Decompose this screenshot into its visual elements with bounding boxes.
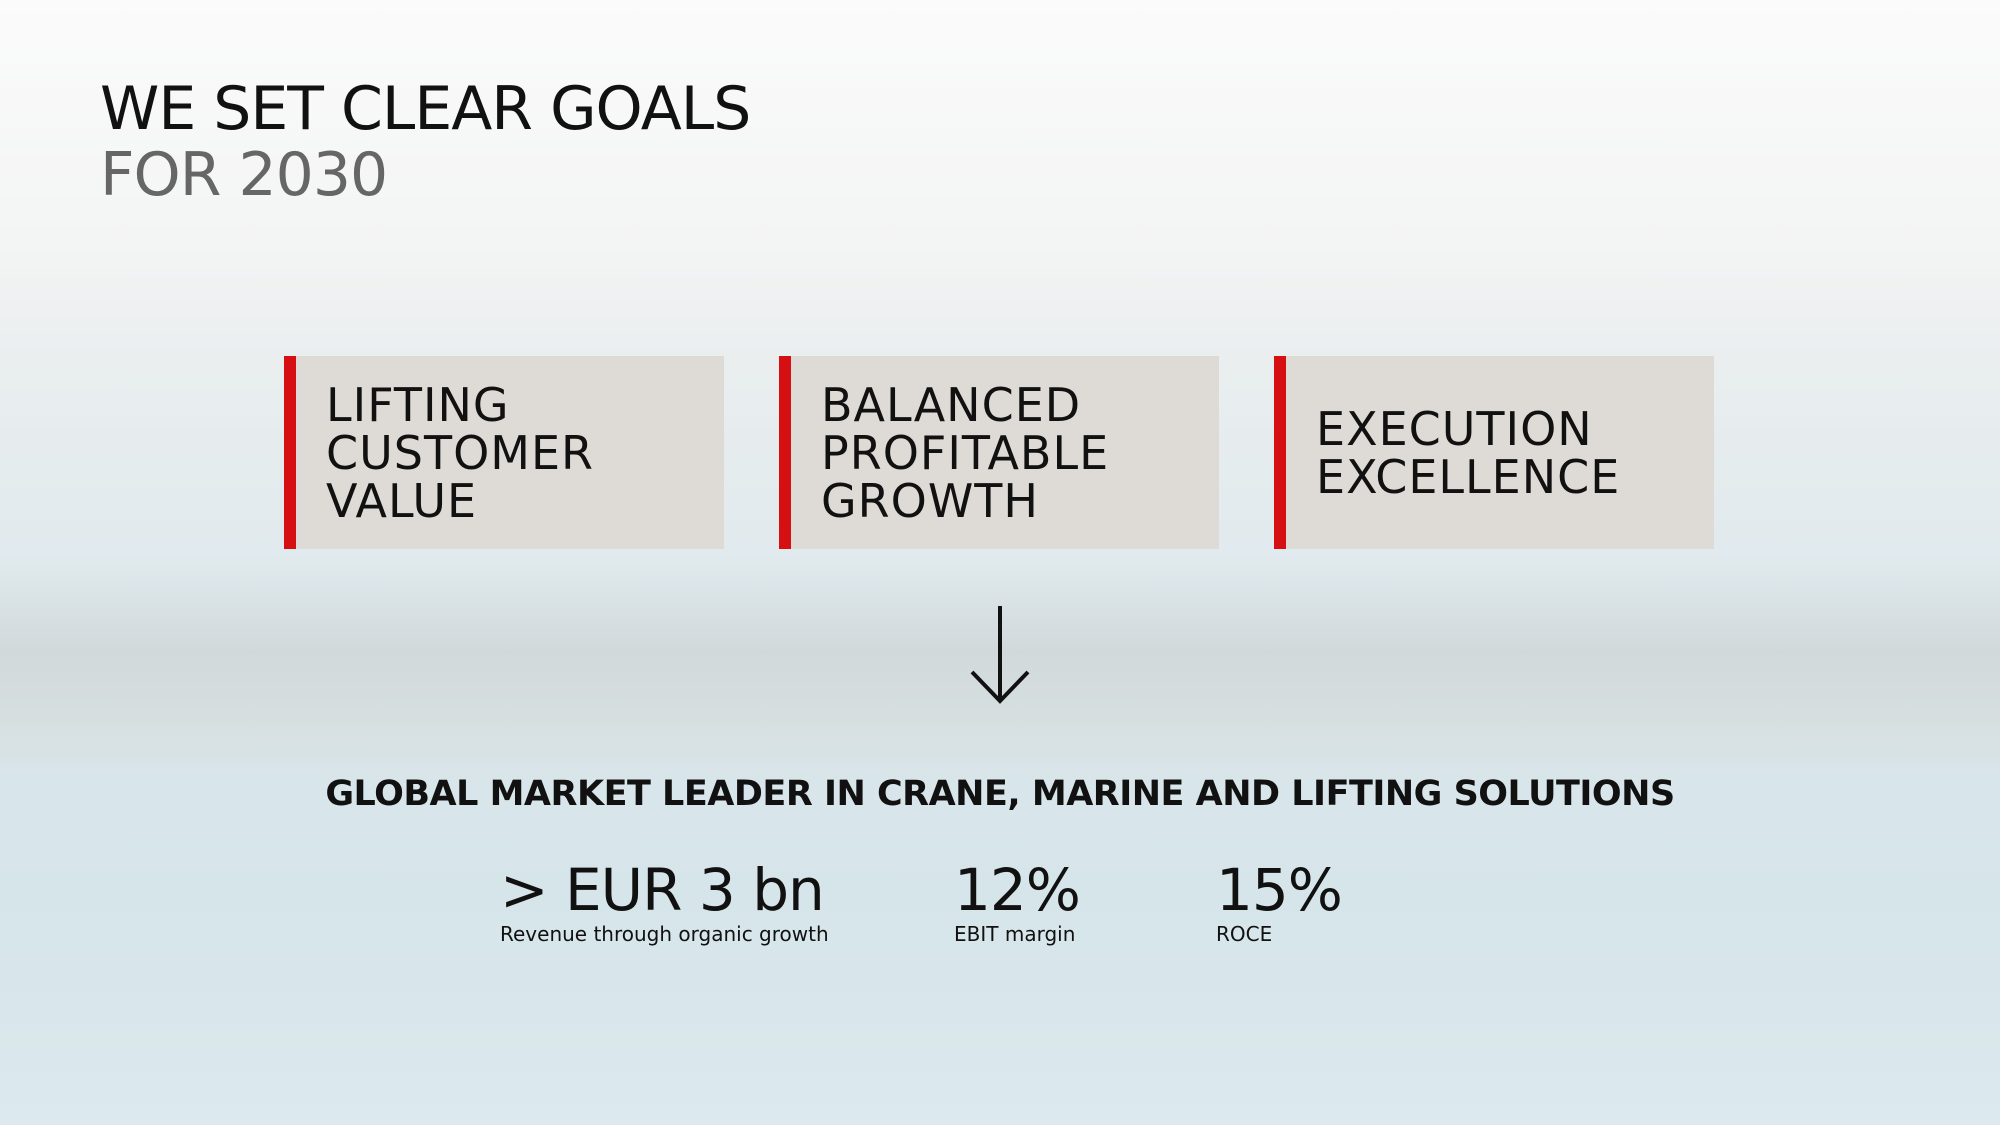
pillar-text: LIFTING: [326, 377, 510, 432]
pillar-text: VALUE: [326, 473, 478, 528]
metric-label: Revenue through organic growth: [500, 922, 829, 946]
slide-subtitle: FOR 2030: [100, 140, 388, 210]
pillar-text: BALANCED: [821, 377, 1082, 432]
pillar-text: CUSTOMER: [326, 425, 595, 480]
pillar-text: EXCELLENCE: [1316, 449, 1621, 504]
metric-label: EBIT margin: [954, 922, 1076, 946]
tagline: GLOBAL MARKET LEADER IN CRANE, MARINE AN…: [325, 774, 1675, 814]
metric: > EUR 3 bn Revenue through organic growth: [500, 858, 829, 946]
slide-title: WE SET CLEAR GOALS: [100, 74, 751, 144]
accent-bar: [1274, 356, 1286, 549]
metric: 15% ROCE: [1216, 856, 1343, 946]
metric-label: ROCE: [1216, 922, 1273, 946]
pillar-text: EXECUTION: [1316, 401, 1593, 456]
pillar-text: GROWTH: [821, 473, 1039, 528]
metric-value: 12%: [954, 856, 1081, 924]
down-arrow: [970, 606, 1030, 704]
pillar-box: LIFTING CUSTOMER VALUE: [284, 356, 724, 549]
pillar-box: EXECUTION EXCELLENCE: [1274, 356, 1714, 549]
accent-bar: [284, 356, 296, 549]
pillar-text: PROFITABLE: [821, 425, 1110, 480]
accent-bar: [779, 356, 791, 549]
metric: 12% EBIT margin: [954, 856, 1081, 946]
pillar-box: BALANCED PROFITABLE GROWTH: [779, 356, 1219, 549]
metric-value: > EUR 3 bn: [500, 856, 825, 924]
metric-value: 15%: [1216, 856, 1343, 924]
